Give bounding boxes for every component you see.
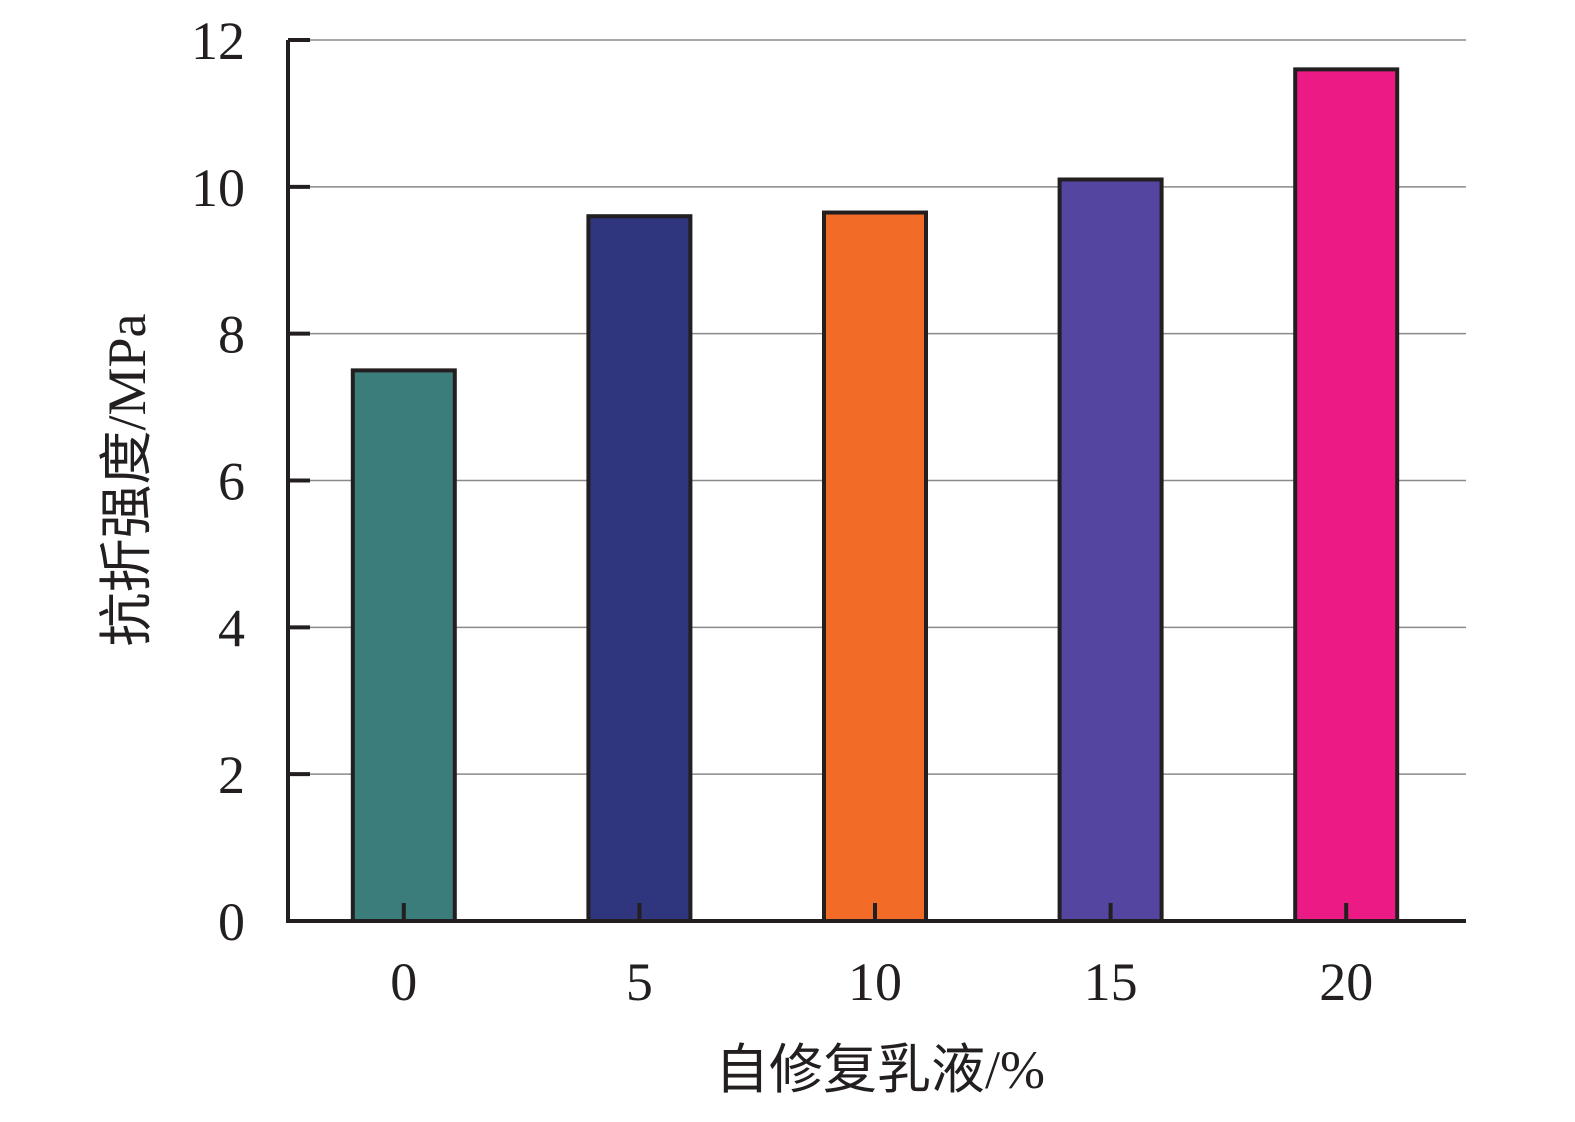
x-tick-label: 15 bbox=[1084, 952, 1138, 1012]
bar bbox=[822, 210, 928, 923]
bar bbox=[1057, 177, 1164, 924]
bars bbox=[350, 67, 1400, 924]
y-tick-label: 6 bbox=[218, 452, 245, 512]
bar bbox=[1293, 67, 1400, 924]
y-tick-label: 4 bbox=[218, 598, 245, 658]
y-tick-label: 0 bbox=[218, 892, 245, 952]
x-axis-title: 自修复乳液/% bbox=[715, 1040, 1045, 1100]
x-tick-label: 0 bbox=[390, 952, 417, 1012]
y-axis-title: 抗折强度/MPa bbox=[97, 313, 157, 646]
x-tick-label: 10 bbox=[848, 952, 902, 1012]
y-tick-label: 2 bbox=[218, 745, 245, 805]
axes bbox=[286, 38, 1466, 923]
x-tick-label: 20 bbox=[1319, 952, 1373, 1012]
x-tick-label: 5 bbox=[626, 952, 653, 1012]
y-tick-label: 12 bbox=[191, 11, 245, 71]
x-tick-labels: 0 5 10 15 20 bbox=[390, 952, 1373, 1012]
bar bbox=[350, 368, 457, 923]
y-tick-label: 8 bbox=[218, 305, 245, 365]
y-tick-label: 10 bbox=[191, 158, 245, 218]
bar bbox=[586, 214, 693, 923]
y-tick-labels: 0 2 4 6 8 10 12 bbox=[191, 11, 245, 952]
